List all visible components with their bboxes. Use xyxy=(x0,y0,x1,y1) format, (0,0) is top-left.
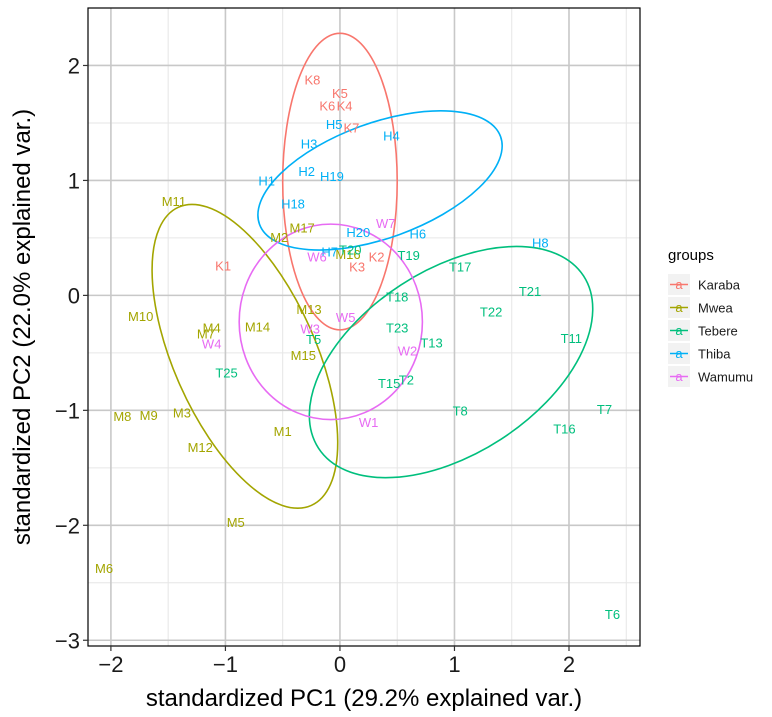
legend-title: groups xyxy=(668,247,714,264)
point-label-m10: M10 xyxy=(128,309,153,324)
legend-label-wamumu: Wamumu xyxy=(698,370,753,385)
point-label-h4: H4 xyxy=(383,129,400,144)
y-axis-title: standardized PC2 (22.0% explained var.) xyxy=(9,109,36,545)
point-label-m4: M4 xyxy=(203,321,221,336)
point-label-t17: T17 xyxy=(449,260,471,275)
point-label-t23: T23 xyxy=(386,321,408,336)
point-label-m5: M5 xyxy=(227,515,245,530)
point-label-h5: H5 xyxy=(326,117,343,132)
point-label-m2: M2 xyxy=(270,230,288,245)
point-label-t15: T15 xyxy=(378,376,400,391)
point-label-w1: W1 xyxy=(359,415,379,430)
point-label-w7: W7 xyxy=(376,216,396,231)
point-label-h2: H2 xyxy=(298,164,315,179)
legend-label-tebere: Tebere xyxy=(698,324,738,339)
ellipse-thiba xyxy=(257,110,503,251)
x-tick-label: −1 xyxy=(213,652,238,677)
y-tick-label: 1 xyxy=(68,168,80,193)
point-label-t5: T5 xyxy=(306,332,321,347)
point-label-m8: M8 xyxy=(113,409,131,424)
point-label-h3: H3 xyxy=(301,137,318,152)
y-tick-label: −2 xyxy=(55,513,80,538)
point-label-h6: H6 xyxy=(410,226,427,241)
grid xyxy=(88,8,640,646)
point-label-m13: M13 xyxy=(296,302,321,317)
point-label-t21: T21 xyxy=(519,284,541,299)
point-label-k7: K7 xyxy=(343,121,359,136)
point-label-k2: K2 xyxy=(369,249,385,264)
x-tick-label: 1 xyxy=(448,652,460,677)
point-label-m9: M9 xyxy=(140,408,158,423)
point-label-m7: M7 xyxy=(197,326,215,341)
point-label-m11: M11 xyxy=(162,194,186,209)
point-label-w2: W2 xyxy=(398,344,418,359)
point-label-m3: M3 xyxy=(173,406,191,421)
x-tick-label: 0 xyxy=(334,652,346,677)
point-label-m12: M12 xyxy=(188,440,213,455)
point-label-t7: T7 xyxy=(597,402,612,417)
legend-label-karaba: Karaba xyxy=(698,278,741,293)
point-label-w4: W4 xyxy=(202,337,222,352)
point-label-m1: M1 xyxy=(274,424,292,439)
ellipse-karaba xyxy=(281,32,399,331)
legend-key-glyph: a xyxy=(675,277,683,292)
point-label-t2: T2 xyxy=(399,372,414,387)
legend-key-glyph: a xyxy=(675,323,683,338)
point-label-m6: M6 xyxy=(95,561,113,576)
axis-ticks: −2 −1 0 1 2 −3 −2 −1 0 1 2 xyxy=(55,53,575,677)
point-label-t19: T19 xyxy=(397,248,419,263)
point-label-m15: M15 xyxy=(291,348,316,363)
point-label-h7: H7 xyxy=(321,245,338,260)
point-label-h8: H8 xyxy=(532,236,549,251)
point-label-k4: K4 xyxy=(337,99,353,114)
point-label-t8: T8 xyxy=(453,403,468,418)
confidence-ellipses xyxy=(151,32,594,510)
point-label-t18: T18 xyxy=(386,290,408,305)
point-label-t13: T13 xyxy=(420,336,442,351)
point-label-w6: W6 xyxy=(307,249,327,264)
ellipse-mwea xyxy=(151,203,339,510)
legend-label-mwea: Mwea xyxy=(698,301,733,316)
point-label-k5: K5 xyxy=(332,86,348,101)
point-label-k1: K1 xyxy=(215,258,231,273)
point-label-t6: T6 xyxy=(605,607,620,622)
point-label-m14: M14 xyxy=(245,319,270,334)
point-label-t22: T22 xyxy=(480,304,502,319)
point-label-k6: K6 xyxy=(319,99,335,114)
y-tick-label: 0 xyxy=(68,283,80,308)
legend-key-glyph: a xyxy=(675,346,683,361)
legend-key-glyph: a xyxy=(675,369,683,384)
point-label-h18: H18 xyxy=(281,196,305,211)
panel-border xyxy=(87,7,641,647)
point-label-t20: T20 xyxy=(339,242,361,257)
y-tick-label: 2 xyxy=(68,53,80,78)
point-label-k8: K8 xyxy=(305,72,321,87)
ellipse-tebere xyxy=(308,245,594,479)
point-label-t25: T25 xyxy=(215,365,237,380)
point-label-t11: T11 xyxy=(561,331,582,346)
point-label-h1: H1 xyxy=(258,173,275,188)
legend-label-thiba: Thiba xyxy=(698,347,731,362)
point-label-w5: W5 xyxy=(336,310,356,325)
x-tick-label: 2 xyxy=(563,652,575,677)
ellipse-wamumu xyxy=(238,223,424,421)
y-tick-label: −3 xyxy=(55,628,80,653)
point-label-m16: M16 xyxy=(335,247,360,262)
panel-background xyxy=(88,8,640,646)
point-label-t16: T16 xyxy=(553,422,575,437)
x-tick-label: −2 xyxy=(98,652,123,677)
y-tick-label: −1 xyxy=(55,398,80,423)
point-label-h19: H19 xyxy=(320,169,344,184)
point-label-k3: K3 xyxy=(349,260,365,275)
point-label-w3: W3 xyxy=(300,322,320,337)
point-label-m17: M17 xyxy=(290,221,315,236)
legend-key-glyph: a xyxy=(675,300,683,315)
x-axis-title: standardized PC1 (29.2% explained var.) xyxy=(146,685,582,712)
point-label-h20: H20 xyxy=(346,225,370,240)
